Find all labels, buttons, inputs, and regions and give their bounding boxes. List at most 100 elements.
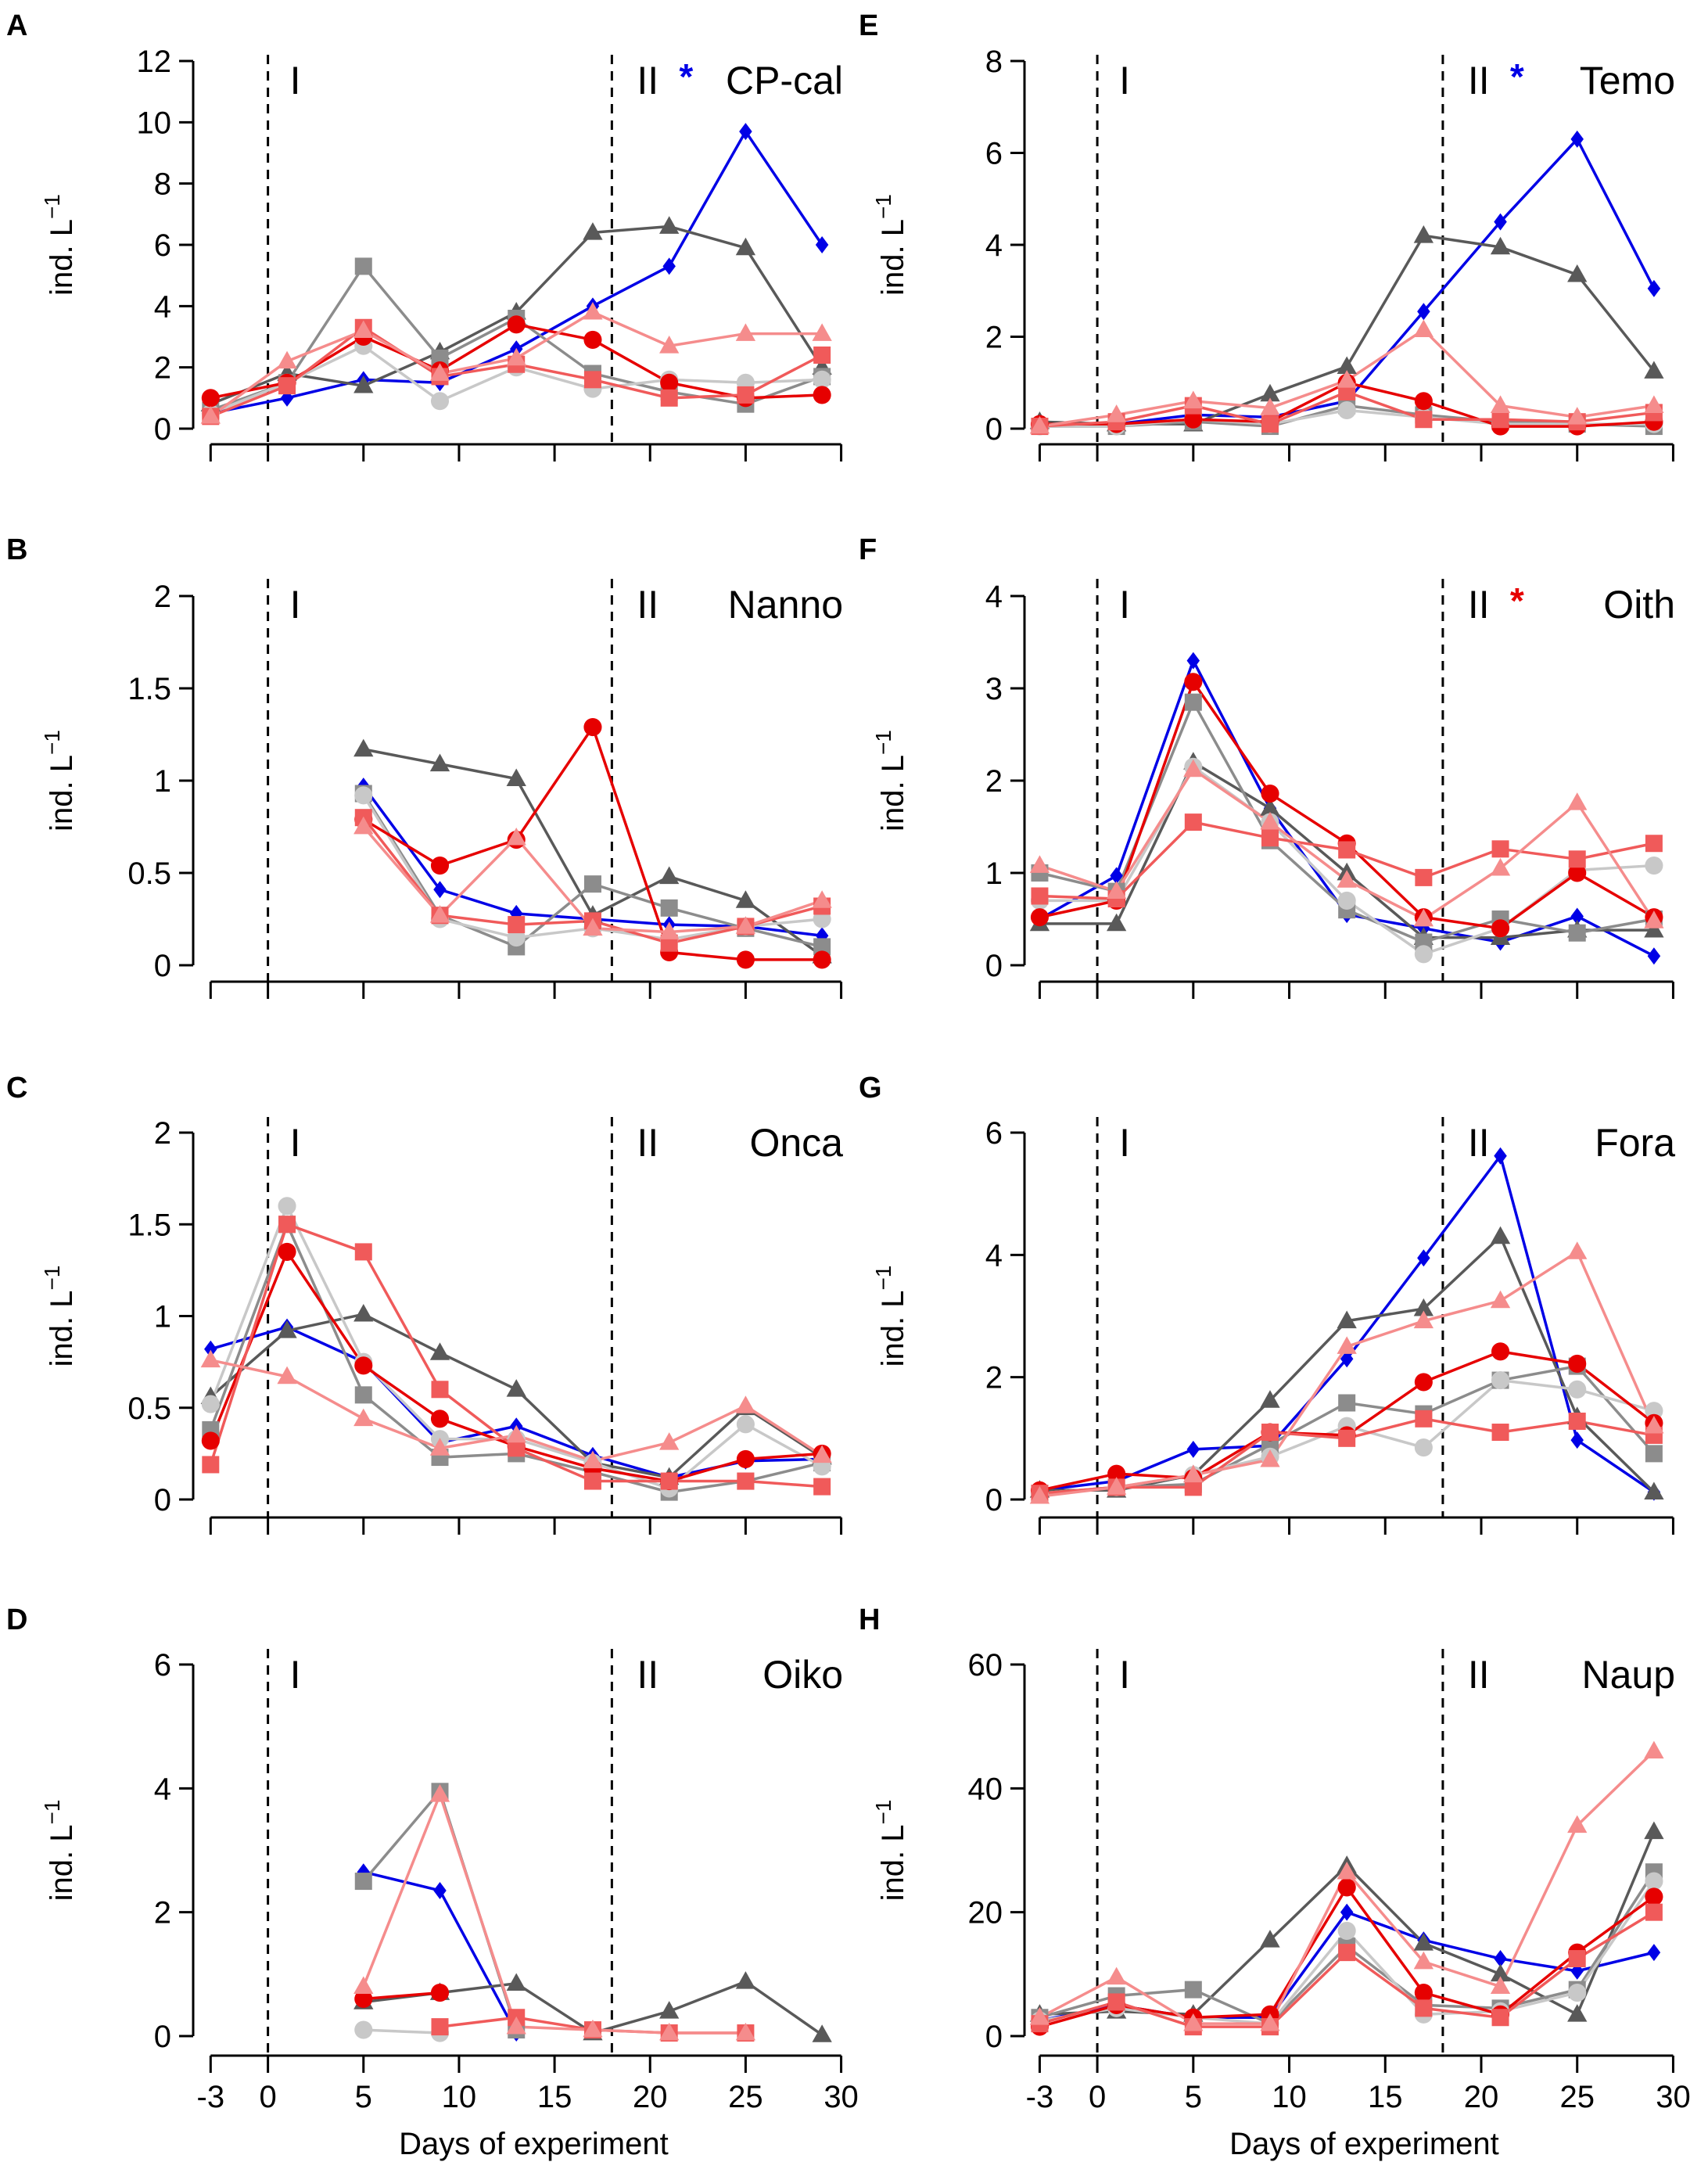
data-point-treatment-pink-triangle — [1106, 1477, 1127, 1495]
data-point-treatment-pink-triangle — [429, 1438, 450, 1456]
data-point-treatment-red-circle — [736, 1449, 755, 1468]
data-point-treatment-pink-triangle — [1337, 370, 1357, 388]
data-point-treatment-salmon-square — [583, 371, 601, 389]
y-axis-title-sup: −1 — [40, 730, 64, 755]
data-point-treatment-pink-triangle — [1029, 855, 1050, 873]
data-point-treatment-blue-diamond — [1417, 303, 1430, 321]
phase-label-I: I — [290, 583, 301, 627]
data-point-treatment-pink-triangle — [1029, 415, 1050, 434]
data-point-treatment-lightgray-circle — [1645, 1872, 1663, 1891]
data-point-treatment-gray-square — [1645, 1445, 1663, 1463]
y-tick-label: 0 — [154, 2020, 171, 2054]
data-point-treatment-pink-triangle — [1029, 1485, 1050, 1504]
data-point-treatment-lightgray-circle — [1568, 1984, 1587, 2002]
data-point-treatment-pink-triangle — [1413, 1951, 1434, 1970]
data-point-treatment-darkgray-triangle — [659, 866, 680, 885]
y-tick-label: 2 — [154, 580, 171, 614]
data-point-treatment-gray-square — [1568, 924, 1586, 942]
data-point-treatment-pink-triangle — [1183, 759, 1204, 778]
panel-letter: G — [859, 1072, 882, 1104]
data-point-treatment-salmon-square — [278, 377, 296, 395]
y-tick-label: 6 — [154, 228, 171, 263]
data-point-treatment-darkgray-triangle — [1260, 383, 1280, 402]
y-tick-label: 4 — [985, 580, 1003, 614]
data-point-treatment-pink-triangle — [735, 2022, 756, 2041]
data-point-treatment-salmon-square — [1415, 411, 1433, 429]
data-point-treatment-darkgray-triangle — [353, 375, 374, 393]
data-point-treatment-lightgray-circle — [1414, 1438, 1433, 1457]
data-point-treatment-salmon-square — [1491, 2009, 1509, 2027]
data-point-treatment-lightgray-circle — [430, 392, 450, 411]
data-point-treatment-salmon-square — [1261, 1424, 1279, 1442]
panel-H: H 0 20 40 60 ind. L−1 -3 0 5 10 15 20 25 30 Days of ex… — [859, 1604, 1691, 2161]
data-point-treatment-salmon-square — [737, 1472, 755, 1490]
data-point-treatment-pink-triangle — [1413, 319, 1434, 338]
data-point-treatment-pink-triangle — [200, 406, 221, 424]
y-axis-title: ind. L−1 — [40, 1800, 79, 1902]
data-point-treatment-red-circle — [1030, 908, 1050, 927]
data-point-treatment-red-circle — [201, 1431, 220, 1450]
data-point-treatment-salmon-square — [1184, 1478, 1202, 1496]
data-point-treatment-red-circle — [507, 315, 526, 334]
data-point-treatment-darkgray-triangle — [812, 2024, 832, 2042]
data-point-treatment-pink-triangle — [1567, 1241, 1588, 1259]
data-point-treatment-pink-triangle — [1337, 870, 1357, 888]
data-point-treatment-darkgray-triangle — [1413, 1933, 1434, 1951]
data-point-treatment-red-circle — [583, 330, 602, 349]
y-axis-title: ind. L−1 — [871, 1266, 910, 1367]
data-point-treatment-darkgray-triangle — [735, 1971, 756, 1989]
data-point-treatment-salmon-square — [1107, 1993, 1125, 2011]
x-tick-label: 20 — [633, 2080, 668, 2114]
y-axis-title-sup: −1 — [871, 1800, 895, 1825]
y-tick-label: 6 — [154, 1648, 171, 1683]
data-point-treatment-salmon-square — [813, 347, 831, 364]
y-axis-title-sup: −1 — [40, 194, 64, 219]
data-point-treatment-pink-triangle — [1029, 2007, 1050, 2025]
y-tick-label: 0 — [985, 949, 1003, 983]
data-point-treatment-red-circle — [354, 1989, 373, 2009]
data-point-treatment-darkgray-triangle — [506, 1379, 526, 1397]
panel-letter: A — [6, 9, 27, 42]
y-axis-title: ind. L−1 — [871, 730, 910, 831]
x-tick-label: 5 — [355, 2080, 372, 2114]
data-point-treatment-salmon-square — [660, 389, 678, 407]
data-point-treatment-red-circle — [1337, 1878, 1356, 1897]
data-point-treatment-red-circle — [813, 386, 831, 404]
y-tick-label: 0 — [985, 412, 1003, 447]
data-point-treatment-red-circle — [583, 718, 602, 737]
data-point-treatment-red-circle — [660, 373, 679, 392]
y-axis-title-sup: −1 — [40, 1800, 64, 1825]
data-point-treatment-red-circle — [278, 1242, 296, 1261]
data-point-treatment-pink-triangle — [1337, 1862, 1357, 1880]
data-point-treatment-blue-diamond — [1570, 907, 1584, 925]
data-point-treatment-pink-triangle — [429, 905, 450, 923]
data-point-treatment-gray-square — [660, 899, 678, 917]
data-point-treatment-pink-triangle — [583, 301, 603, 320]
y-tick-label: 0 — [985, 1483, 1003, 1517]
data-point-treatment-red-circle — [1491, 919, 1510, 938]
data-point-treatment-lightgray-circle — [1414, 945, 1433, 964]
data-point-treatment-pink-triangle — [1183, 390, 1204, 409]
x-axis-title: Days of experiment — [399, 2127, 669, 2161]
data-point-treatment-red-circle — [1184, 673, 1203, 691]
data-point-treatment-blue-diamond — [1647, 947, 1661, 965]
data-point-treatment-pink-triangle — [659, 2022, 680, 2041]
y-axis-title-base: ind. L — [45, 1825, 79, 1902]
phase-label-II: II — [637, 59, 658, 102]
data-point-treatment-salmon-square — [508, 916, 526, 934]
data-point-treatment-red-circle — [1568, 1354, 1587, 1374]
data-point-treatment-lightgray-circle — [1337, 891, 1356, 910]
panel-letter: E — [859, 9, 878, 42]
panel-letter: D — [6, 1604, 27, 1636]
data-point-treatment-pink-triangle — [1490, 395, 1511, 413]
data-point-treatment-darkgray-triangle — [1260, 1930, 1280, 1948]
data-point-treatment-red-circle — [1645, 1887, 1663, 1906]
data-point-treatment-red-circle — [813, 950, 831, 969]
data-point-treatment-salmon-square — [508, 1439, 526, 1457]
data-point-treatment-pink-triangle — [1106, 1966, 1127, 1985]
data-point-treatment-red-circle — [430, 1410, 450, 1428]
data-point-treatment-pink-triangle — [583, 2019, 603, 2038]
